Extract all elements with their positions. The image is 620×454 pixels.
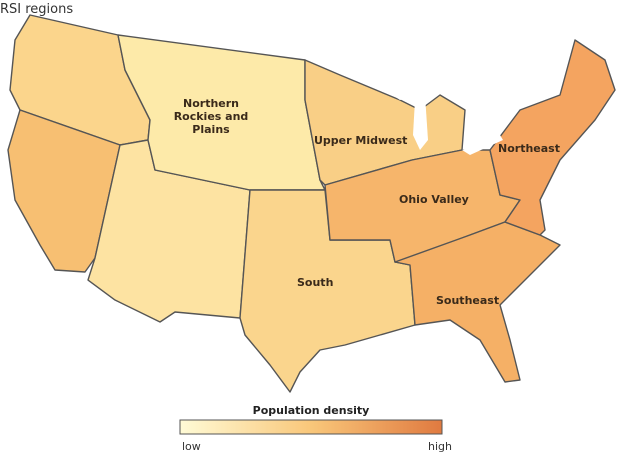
lake-michigan: [413, 95, 428, 150]
legend-low: low: [182, 440, 201, 453]
map-title: RSI regions: [0, 2, 74, 17]
region-label: Northeast: [498, 142, 560, 155]
region-upper-midwest: [304, 59, 466, 186]
lake-superior: [385, 80, 445, 100]
legend-high: high: [428, 440, 452, 453]
region-label: Ohio Valley: [399, 193, 469, 206]
lake-erie: [462, 135, 503, 155]
legend-title: Population density: [252, 404, 370, 417]
region-label: Southeast: [436, 294, 500, 307]
region-northeast: [489, 39, 616, 236]
region-label: Northern Rockies and Plains: [173, 97, 249, 136]
legend-gradient: [179, 419, 443, 435]
region-label: South: [297, 276, 334, 289]
region-label: Upper Midwest: [314, 134, 408, 147]
